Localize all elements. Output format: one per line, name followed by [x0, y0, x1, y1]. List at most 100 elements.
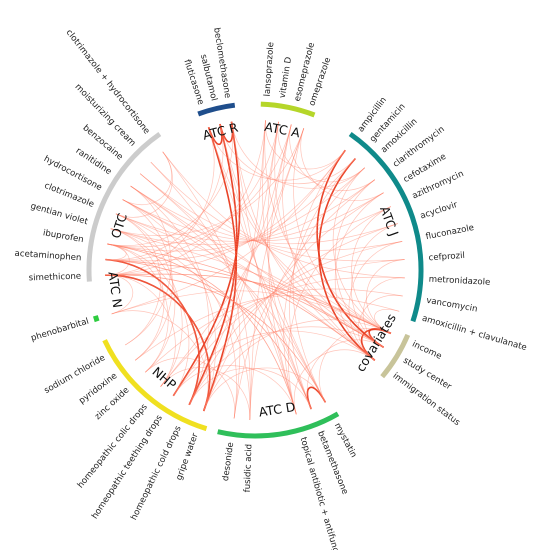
link-43 [160, 276, 405, 387]
link-120 [160, 367, 251, 420]
link-119 [173, 365, 297, 415]
link-33 [374, 309, 400, 334]
link-113 [173, 330, 376, 396]
item-label-acetaminophen: acetaminophen [14, 249, 82, 264]
link-92 [203, 120, 266, 412]
link-112 [188, 326, 384, 405]
group-label-atcd: ATC D [258, 399, 297, 420]
item-label-lansoprazole: lansoprazole [263, 42, 277, 97]
link-69 [122, 199, 326, 403]
link-57 [105, 259, 384, 348]
link-86 [208, 127, 326, 403]
item-label-ibuprofen: ibuprofen [42, 228, 84, 245]
group-arc-atcj [348, 131, 424, 323]
item-label-phenobarbital: phenobarbital [30, 317, 90, 344]
link-110 [293, 349, 376, 415]
link-102 [268, 124, 297, 415]
link-106 [111, 310, 209, 412]
item-label-vancomycin: vancomycin [425, 296, 478, 315]
link-101 [267, 121, 312, 410]
link-31 [362, 277, 405, 348]
link-107 [105, 274, 133, 315]
link-109 [306, 339, 384, 410]
group-arc-atcr [197, 102, 236, 117]
item-label-mystatin: mystatin [332, 421, 359, 459]
link-91 [107, 121, 234, 246]
group-arcs-layer [86, 101, 424, 439]
item-label-metronidazole: metronidazole [429, 275, 491, 288]
item-label-immigration-status: immigration status [391, 371, 462, 428]
link-51 [122, 199, 392, 242]
link-89 [105, 127, 215, 276]
link-71 [139, 173, 297, 415]
link-20 [264, 120, 392, 334]
link-24 [332, 167, 392, 334]
item-label-desonide: desonide [221, 442, 236, 482]
item-label-fusidic-acid: fusidic acid [243, 444, 255, 493]
link-99 [110, 128, 305, 236]
link-62 [130, 185, 392, 334]
link-26 [334, 192, 384, 361]
link-76 [110, 228, 165, 361]
group-arc-atcd [217, 411, 340, 439]
link-97 [105, 121, 279, 261]
link-81 [219, 124, 356, 184]
link-48 [107, 167, 365, 252]
link-17 [277, 121, 365, 183]
link-60 [115, 213, 384, 348]
link-104 [111, 149, 346, 315]
link-12 [105, 243, 130, 276]
group-label-atcj: ATC J [377, 204, 402, 238]
link-100 [262, 120, 326, 403]
link-126 [105, 259, 200, 405]
group-arc-atcn [92, 315, 100, 323]
link-2 [202, 127, 238, 412]
item-label-simethicone: simethicone [29, 272, 82, 284]
link-18 [289, 124, 376, 191]
group-arc-atca [260, 101, 316, 118]
link-28 [351, 223, 398, 348]
link-78 [122, 199, 216, 412]
link-82 [231, 121, 365, 189]
link-54 [150, 161, 405, 262]
link-83 [208, 127, 392, 334]
link-38 [233, 192, 384, 419]
link-118 [188, 367, 312, 410]
link-59 [110, 228, 392, 334]
link-70 [130, 185, 312, 410]
link-36 [283, 167, 365, 415]
link-23 [293, 128, 392, 334]
link-95 [160, 128, 305, 387]
link-96 [105, 120, 266, 276]
link-15 [122, 151, 172, 205]
link-65 [105, 259, 312, 410]
link-47 [105, 158, 356, 262]
link-98 [107, 124, 292, 248]
link-75 [107, 243, 169, 373]
link-68 [115, 213, 237, 419]
link-79 [130, 185, 210, 405]
link-41 [188, 241, 403, 405]
link-66 [107, 243, 297, 415]
group-arc-nhp [102, 339, 208, 432]
link-131 [124, 185, 172, 346]
link-105 [111, 290, 392, 334]
link-52 [130, 185, 398, 245]
link-85 [231, 121, 376, 361]
link-77 [115, 213, 161, 346]
item-label-acyclovir: acyclovir [419, 200, 459, 222]
group-arc-cov [380, 333, 411, 379]
link-58 [107, 243, 376, 361]
link-16 [265, 120, 346, 170]
link-115 [105, 259, 384, 348]
link-32 [357, 294, 403, 361]
link-127 [107, 243, 190, 396]
link-84 [219, 124, 384, 348]
link-34 [292, 149, 346, 403]
link-40 [203, 223, 398, 412]
link-61 [122, 199, 376, 361]
link-63 [139, 173, 384, 348]
link-27 [351, 206, 392, 334]
